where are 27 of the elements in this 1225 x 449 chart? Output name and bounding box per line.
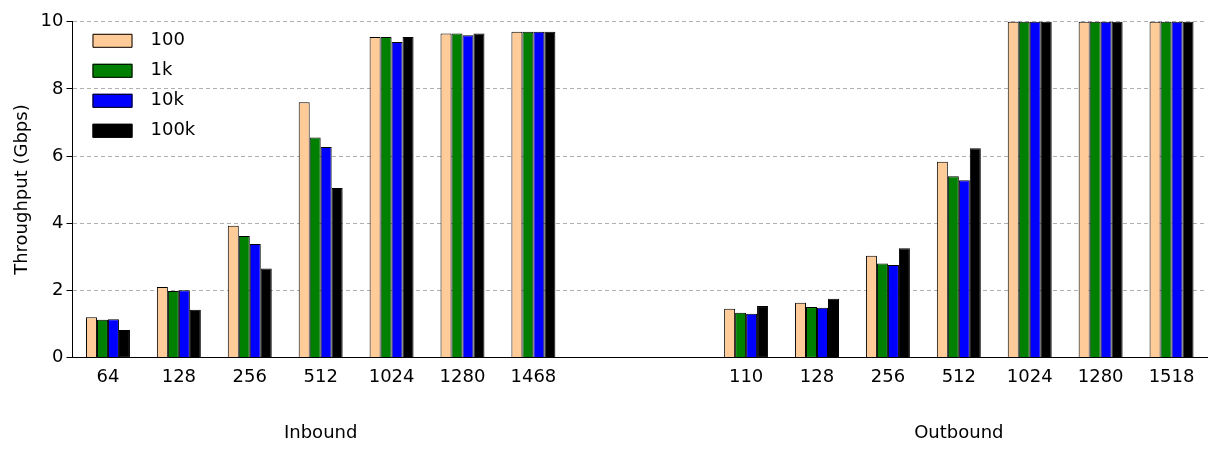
y-tick-label: 8 — [52, 76, 64, 98]
x-tick-label: 110 — [728, 364, 764, 386]
x-tick-label: 128 — [161, 364, 197, 386]
x-tick-label: 256 — [870, 364, 906, 386]
y-tick-label: 0 — [52, 345, 64, 367]
legend-label: 100 — [150, 28, 185, 50]
y-tick-label: 10 — [40, 9, 64, 31]
x-tick-label: 512 — [303, 364, 338, 386]
text: Outbound — [914, 421, 1004, 443]
y-tick-label: 2 — [52, 277, 64, 299]
y-axis-title: Throughput (Gbps) — [10, 104, 32, 276]
x-tick-label: 1024 — [1006, 364, 1053, 386]
x-tick-label: 1518 — [1148, 364, 1195, 386]
text: Inbound — [283, 421, 358, 443]
legend-label: 100k — [150, 118, 196, 140]
x-tick-label: 64 — [96, 364, 120, 386]
legend-label: 10k — [150, 88, 185, 110]
y-tick-label: 4 — [52, 210, 64, 232]
x-tick-label: 256 — [232, 364, 267, 386]
x-tick-label: 128 — [799, 364, 835, 386]
x-tick-label: 512 — [941, 364, 977, 386]
x-tick-label: 1280 — [439, 364, 486, 386]
x-tick-label: 1280 — [1077, 364, 1124, 386]
x-tick-label: 1468 — [510, 364, 557, 386]
y-tick-label: 6 — [52, 143, 64, 165]
legend-label: 1k — [150, 58, 173, 80]
x-tick-label: 1024 — [368, 364, 415, 386]
